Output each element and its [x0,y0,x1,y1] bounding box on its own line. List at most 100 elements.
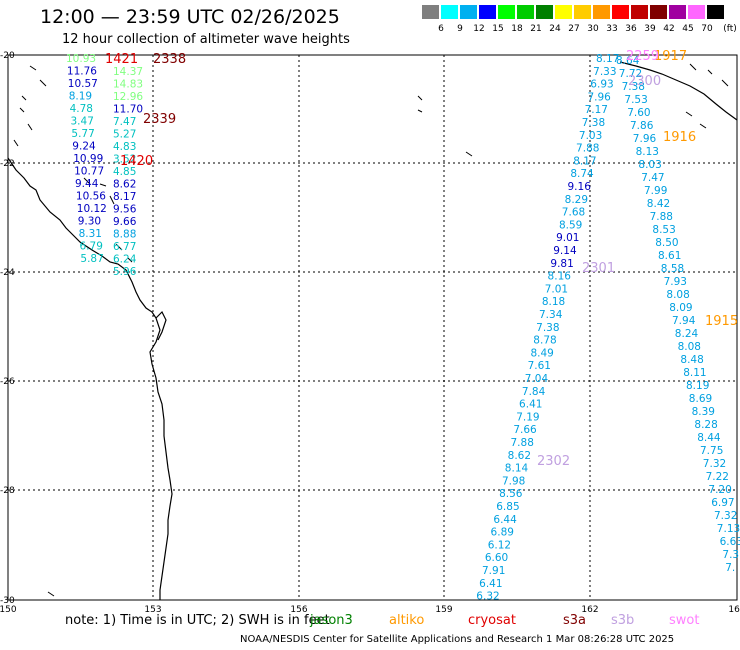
wave-height-east-a: 9.01 [556,232,579,244]
wave-height-east-b: 8.13 [636,146,659,158]
legend-label: 18 [511,24,523,34]
wave-height-east-a: 8.16 [548,271,572,283]
wave-height-east-b: 8.39 [692,406,715,418]
wave-height-west-a: 11.76 [67,66,97,78]
wave-height-east-a: 8.29 [565,194,588,206]
wave-height-west-a: 9.44 [75,178,99,190]
wave-height-west-b: 5.27 [113,129,136,141]
wave-height-east-a: 6.89 [491,527,514,539]
wave-height-east-a: 8.18 [542,296,565,308]
legend-swatch [593,5,610,19]
legend-label: 42 [663,24,675,34]
pass-time-label: 1916 [663,130,696,145]
wave-height-east-b: 8.48 [680,354,703,366]
legend-swatch [669,5,686,19]
wave-height-east-a: 6.60 [485,552,508,564]
wave-height-east-b: 8.44 [697,432,721,444]
wave-height-west-b: 11.70 [113,104,143,116]
wave-height-west-a: 6.79 [80,241,103,253]
wave-height-east-a: 7.98 [502,475,525,487]
wave-height-east-b: 8.42 [647,198,670,210]
wave-height-east-b: 7.88 [650,211,673,223]
lat-label: -20 [0,51,15,61]
wave-height-west-b: 6.77 [113,241,136,253]
pass-time-label: 1421 [105,52,138,67]
wave-height-east-b: 8.50 [655,237,678,249]
legend-label: 9 [457,24,463,34]
wave-height-east-b: 6.63 [720,536,740,548]
wave-height-west-b: 6.24 [113,254,137,266]
wave-height-east-b: 7.99 [644,185,667,197]
legend-swatch [688,5,705,19]
legend-swatch [422,5,439,19]
wave-height-east-b: 7.86 [630,120,654,132]
legend-swatch [574,5,591,19]
wave-height-east-b: 7. [725,562,735,574]
wave-height-east-a: 9.81 [550,258,573,270]
wave-height-east-a: 8.59 [559,219,582,231]
page-subtitle: 12 hour collection of altimeter wave hei… [62,32,350,47]
wave-height-west-a: 10.56 [76,191,106,203]
wave-height-east-a: 7.88 [576,143,599,155]
wave-height-east-b: 7.32 [714,510,737,522]
legend-swatch [479,5,496,19]
coastline-loyalty-islands [685,63,729,129]
wave-height-east-a: 6.85 [496,501,519,513]
wave-height-east-a: 6.41 [479,578,502,590]
wave-height-east-a: 7.88 [511,437,534,449]
wave-height-east-b: 8.61 [658,250,681,262]
legend-unit: (ft) [723,24,737,34]
wave-height-east-a: 8.74 [570,168,594,180]
legend-swatch [460,5,477,19]
footnote: note: 1) Time is in UTC; 2) SWH is in fe… [65,613,330,628]
wave-height-east-b: 8.53 [652,224,675,236]
wave-height-east-a: 7.66 [513,424,537,436]
legend-swatch [517,5,534,19]
wave-height-east-b: 8.08 [666,289,689,301]
wave-height-west-b: 4.83 [113,141,136,153]
wave-height-west-b: 5.96 [113,266,137,278]
coastline-reef-islets [47,95,473,597]
lat-label: -28 [0,486,15,496]
wave-height-east-a: 7.33 [593,66,616,78]
legend-swatch [536,5,553,19]
wave-height-east-b: 8.03 [638,159,661,171]
wave-height-east-b: 7.96 [633,133,657,145]
wave-height-east-b: 8.11 [683,367,706,379]
legend-swatch [441,5,458,19]
wave-height-east-b: 7.22 [706,471,729,483]
legend-label: 12 [473,24,485,34]
wave-height-west-a: 3.47 [71,116,94,128]
satellite-jason3: jason3 [310,613,353,628]
wave-height-west-b: 8.62 [113,179,136,191]
satellite-cryosat: cryosat [468,613,516,628]
wave-height-east-a: 6.12 [488,539,511,551]
legend-label: 27 [568,24,580,34]
wave-height-east-a: 8.56 [499,488,523,500]
wave-height-east-a: 8.49 [530,347,553,359]
wave-height-west-a: 9.24 [72,141,96,153]
wave-height-east-a: 9.14 [553,245,577,257]
wave-height-east-a: 7.34 [539,309,563,321]
coastline-islands-north [13,65,133,263]
wave-height-east-b: 7.94 [672,315,696,327]
wave-height-east-b: 7.75 [700,445,723,457]
lon-label: 153 [144,605,161,615]
wave-height-east-a: 7.38 [582,117,605,129]
lon-label: 162 [581,605,598,615]
wave-height-west-a: 8.31 [79,228,102,240]
wave-height-east-a: 6.93 [590,79,613,91]
legend-swatch [707,5,724,19]
wave-height-east-b: 8.69 [689,393,712,405]
satellite-s3a: s3a [563,613,587,628]
wave-height-west-a: 10.93 [66,53,96,65]
wave-height-west-b: 14.37 [113,66,143,78]
legend-label: 39 [644,24,656,34]
wave-height-east-a: 8.17 [573,155,596,167]
satellite-s3b: s3b [611,613,635,628]
wave-height-west-a: 10.99 [73,153,103,165]
wave-height-east-a: 7.61 [528,360,551,372]
credit-line: NOAA/NESDIS Center for Satellite Applica… [240,634,675,645]
wave-height-east-b: 7.53 [624,94,647,106]
legend-label: 33 [606,24,618,34]
